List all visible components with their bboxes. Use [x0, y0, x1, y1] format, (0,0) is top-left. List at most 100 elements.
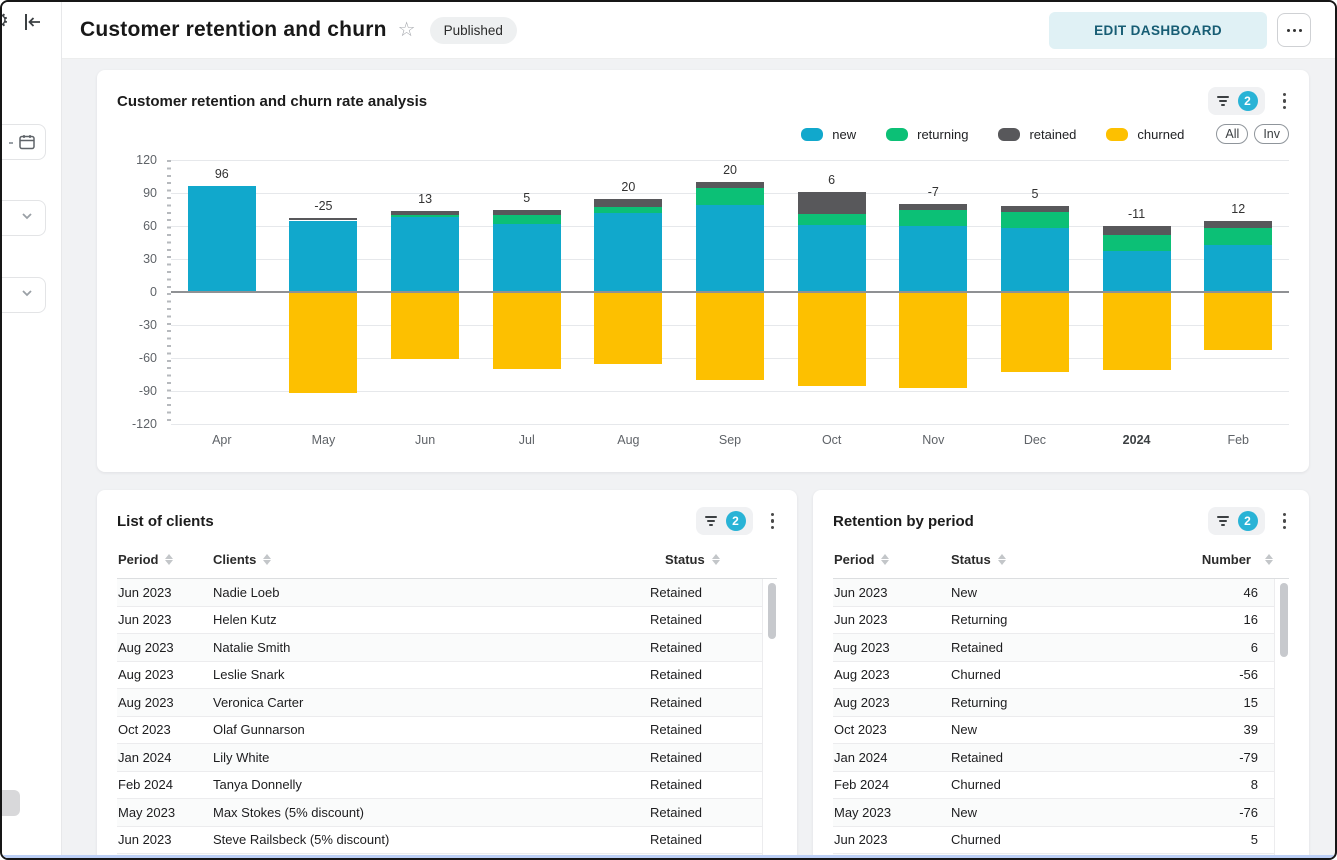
favorite-star-icon[interactable]: ☆ — [397, 19, 416, 41]
table-row[interactable]: Aug 2023 Churned -56 — [833, 662, 1274, 689]
table-row[interactable]: Jan 2024 Lily White Retained — [117, 744, 762, 772]
bar-segment-churned[interactable] — [594, 292, 663, 364]
cell-period: Aug 2023 — [834, 639, 890, 655]
clients-filter-button[interactable]: 2 — [695, 507, 753, 535]
bar-segment-returning[interactable] — [492, 215, 561, 224]
scrollbar-thumb[interactable] — [1280, 583, 1288, 657]
sidebar-bottom-button[interactable] — [2, 790, 20, 816]
table-row[interactable]: Jun 2023 New 46 — [833, 579, 1274, 607]
filter-dropdown-2[interactable] — [2, 277, 46, 313]
legend-item-retained[interactable]: retained — [998, 127, 1076, 142]
table-row[interactable]: Aug 2023 Natalie Smith Retained — [117, 634, 762, 662]
legend-item-churned[interactable]: churned — [1106, 127, 1184, 142]
bar-segment-retained[interactable] — [696, 182, 765, 188]
bar-segment-new[interactable] — [1204, 244, 1273, 292]
bar-segment-retained[interactable] — [594, 198, 663, 208]
bar-total-label: 6 — [828, 172, 836, 187]
more-menu-button[interactable] — [1277, 13, 1311, 47]
legend-inv-button[interactable]: Inv — [1254, 124, 1289, 144]
cell-client: Tanya Donnelly — [213, 777, 302, 793]
bar-segment-retained[interactable] — [899, 204, 968, 210]
column-header-number[interactable]: Number — [1202, 552, 1289, 567]
legend-item-returning[interactable]: returning — [886, 127, 968, 142]
bar-segment-retained[interactable] — [492, 209, 561, 215]
bar-segment-churned[interactable] — [899, 292, 968, 388]
table-row[interactable]: Feb 2024 Churned 8 — [833, 772, 1274, 799]
collapse-panel-icon[interactable] — [22, 11, 44, 33]
table-row[interactable]: Aug 2023 Veronica Carter Retained — [117, 689, 762, 717]
bar-segment-churned[interactable] — [391, 292, 460, 360]
bar-segment-returning[interactable] — [797, 213, 866, 225]
column-header-status[interactable]: Status — [665, 552, 777, 567]
bar-segment-new[interactable] — [289, 220, 358, 292]
table-row[interactable]: Aug 2023 Returning 15 — [833, 689, 1274, 717]
bar-segment-churned[interactable] — [696, 292, 765, 380]
legend-item-new[interactable]: new — [801, 127, 856, 142]
bar-segment-returning[interactable] — [696, 187, 765, 206]
cell-number: 46 — [1243, 584, 1258, 600]
settings-icon[interactable]: ⚙ — [2, 8, 9, 33]
cell-status: Retained — [650, 639, 703, 655]
cell-status: Retained — [650, 832, 703, 848]
column-header-clients[interactable]: Clients — [213, 552, 665, 567]
bar-segment-returning[interactable] — [1000, 211, 1069, 229]
bar-segment-new[interactable] — [797, 224, 866, 292]
table-row[interactable]: Jun 2023 Returning 16 — [833, 607, 1274, 634]
bar-segment-new[interactable] — [492, 223, 561, 292]
clients-kebab-menu[interactable] — [768, 510, 778, 533]
bar-segment-new[interactable] — [187, 186, 256, 292]
table-row[interactable]: Feb 2024 Tanya Donnelly Retained — [117, 772, 762, 799]
bar-segment-retained[interactable] — [1102, 226, 1171, 235]
chart-filter-button[interactable]: 2 — [1207, 87, 1265, 115]
bar-segment-retained[interactable] — [1000, 206, 1069, 212]
bar-segment-churned[interactable] — [289, 292, 358, 394]
bar-segment-new[interactable] — [696, 205, 765, 292]
bar-segment-returning[interactable] — [899, 209, 968, 226]
edit-dashboard-button[interactable]: EDIT DASHBOARD — [1049, 11, 1267, 49]
bar-segment-churned[interactable] — [1000, 292, 1069, 373]
bar-segment-new[interactable] — [899, 226, 968, 292]
bar-segment-retained[interactable] — [289, 218, 358, 221]
cell-status: Retained — [650, 612, 703, 628]
legend-all-button[interactable]: All — [1216, 124, 1249, 144]
bar-segment-returning[interactable] — [391, 215, 460, 218]
date-range-field[interactable] — [2, 124, 46, 160]
retention-filter-button[interactable]: 2 — [1207, 507, 1265, 535]
table-row[interactable]: Jun 2023 Churned 5 — [833, 827, 1274, 854]
table-row[interactable]: Aug 2023 Retained 6 — [833, 634, 1274, 662]
bar-segment-retained[interactable] — [1204, 220, 1273, 229]
table-row[interactable]: May 2023 New -76 — [833, 799, 1274, 827]
bar-segment-new[interactable] — [1000, 228, 1069, 292]
top-bar: Customer retention and churn ☆ Published… — [62, 2, 1335, 59]
table-row[interactable]: Jan 2024 Retained -79 — [833, 744, 1274, 772]
cell-period: Jan 2024 — [834, 749, 888, 765]
table-row[interactable]: Oct 2023 New 39 — [833, 717, 1274, 744]
bar-slot: 20 — [578, 160, 680, 424]
table-row[interactable]: Jun 2023 Steve Railsbeck (5% discount) Ret… — [117, 827, 762, 854]
bar-segment-new[interactable] — [594, 212, 663, 292]
bar-segment-churned[interactable] — [797, 292, 866, 386]
scrollbar-thumb[interactable] — [768, 583, 776, 639]
column-header-period[interactable]: Period — [833, 552, 951, 567]
table-row[interactable]: Jun 2023 Nadie Loeb Retained — [117, 579, 762, 607]
bar-segment-new[interactable] — [1102, 251, 1171, 292]
retention-kebab-menu[interactable] — [1280, 510, 1290, 533]
bar-segment-retained[interactable] — [797, 191, 866, 214]
filter-dropdown-1[interactable] — [2, 200, 46, 236]
table-row[interactable]: May 2023 Max Stokes (5% discount) Retained — [117, 799, 762, 827]
bar-segment-churned[interactable] — [492, 292, 561, 369]
bar-segment-returning[interactable] — [1102, 234, 1171, 252]
bar-segment-churned[interactable] — [1102, 292, 1171, 371]
column-header-status[interactable]: Status — [951, 552, 1217, 567]
table-row[interactable]: Aug 2023 Leslie Snark Retained — [117, 662, 762, 689]
bar-segment-new[interactable] — [391, 217, 460, 292]
bar-segment-retained[interactable] — [391, 210, 460, 215]
cell-client: Nadie Loeb — [213, 584, 280, 600]
table-row[interactable]: Oct 2023 Olaf Gunnarson Retained — [117, 717, 762, 744]
table-row[interactable]: Jun 2023 Helen Kutz Retained — [117, 607, 762, 634]
chart-kebab-menu[interactable] — [1280, 90, 1290, 113]
bar-segment-returning[interactable] — [594, 207, 663, 213]
column-header-period[interactable]: Period — [117, 552, 213, 567]
bar-segment-churned[interactable] — [1204, 292, 1273, 351]
bar-segment-returning[interactable] — [1204, 228, 1273, 245]
